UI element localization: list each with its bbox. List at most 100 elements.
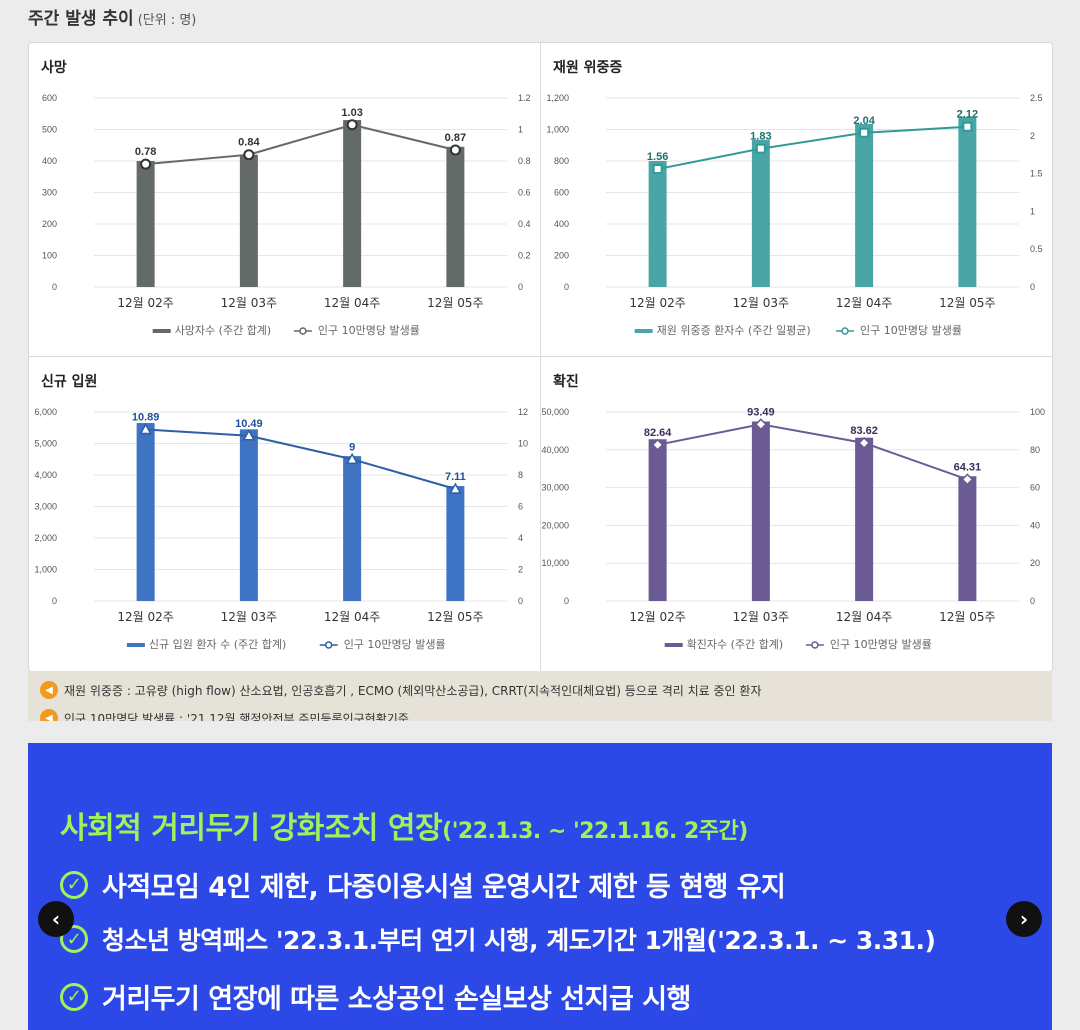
- legend-line-label: 인구 10만명당 발생률: [318, 324, 420, 337]
- data-label: 64.31: [954, 461, 982, 473]
- y-right-tick-label: 60: [1030, 483, 1040, 493]
- x-tick-label: 12월 04주: [324, 296, 380, 310]
- panel-title: 신규 입원: [41, 374, 98, 390]
- check-circle-icon: ✓: [60, 982, 88, 1011]
- bar: [648, 439, 667, 601]
- y-left-tick-label: 500: [42, 125, 57, 135]
- panel-title: 재원 위중증: [553, 60, 623, 76]
- chart-critical: 0 200 400 600 800 1,000 1,200 0 0.5 1 1.5 2 2.5 12월 0…: [546, 93, 1042, 337]
- y-right-tick-label: 4: [518, 533, 523, 543]
- line-point: [140, 158, 152, 170]
- y-right-tick-label: 1: [518, 125, 523, 135]
- bar: [855, 123, 874, 287]
- chart-panel-critical: 재원 위중증 0 200 400 600 800 1,000 1,200 0 0.5 1 1.5 2 2…: [541, 43, 1052, 356]
- chart-confirmed: 0 10,000 20,000 30,000 40,000 50,000 0 20 40 60 80…: [541, 406, 1045, 651]
- line-point: [449, 144, 461, 156]
- bar: [446, 146, 465, 287]
- panel-title: 사망: [41, 60, 67, 76]
- chart-panel-deaths: 사망 0 100 200 300 400 500 600 0 0.2 0.4 0.6 0.8 1 1.2 1…: [29, 43, 540, 356]
- line-point: [859, 127, 870, 138]
- chart-panel-admissions: 신규 입원 0 1,000 2,000 3,000 4,000 5,000 6,000 0 2 4…: [29, 357, 540, 670]
- x-tick-label: 12월 04주: [836, 610, 892, 624]
- x-tick-label: 12월 02주: [117, 610, 173, 624]
- banner-item: ✓ 거리두기 연장에 따른 소상공인 손실보상 선지급 시행: [60, 977, 691, 1016]
- bar: [958, 476, 977, 601]
- line-point: [346, 119, 358, 131]
- data-label: 10.89: [132, 411, 160, 423]
- panel-title: 확진: [553, 374, 579, 390]
- y-right-tick-label: 0.4: [518, 219, 531, 229]
- y-left-tick-label: 5,000: [34, 439, 57, 449]
- y-right-tick-label: 8: [518, 470, 523, 480]
- legend-bar-swatch: [664, 643, 683, 647]
- y-left-tick-label: 400: [42, 156, 57, 166]
- y-left-tick-label: 0: [52, 596, 57, 606]
- y-right-tick-label: 6: [518, 502, 523, 512]
- data-label: 10.49: [235, 418, 263, 430]
- bar: [239, 429, 258, 601]
- section-title-text: 주간 발생 추이: [28, 9, 134, 29]
- y-left-tick-label: 10,000: [541, 558, 569, 568]
- banner-item-text: 거리두기 연장에 따른 소상공인 손실보상 선지급 시행: [102, 984, 691, 1015]
- note-text: 재원 위중증 : 고유량 (high flow) 산소요법, 인공호흡기 , E…: [64, 683, 762, 698]
- legend-line-marker: [811, 641, 819, 649]
- bar: [136, 161, 155, 287]
- y-left-tick-label: 200: [554, 251, 569, 261]
- y-left-tick-label: 30,000: [541, 483, 569, 493]
- y-left-tick-label: 3,000: [34, 502, 57, 512]
- y-left-tick-label: 0: [52, 282, 57, 292]
- y-right-tick-label: 2: [1030, 131, 1035, 141]
- line-point: [652, 164, 663, 175]
- y-right-tick-label: 80: [1030, 445, 1040, 455]
- legend-line-marker: [299, 327, 307, 335]
- y-left-tick-label: 400: [554, 219, 569, 229]
- y-right-tick-label: 0: [1030, 282, 1035, 292]
- x-tick-label: 12월 05주: [939, 296, 995, 310]
- legend-line-marker: [324, 641, 333, 649]
- line-point: [754, 418, 767, 431]
- line-point: [651, 438, 664, 451]
- bar: [446, 486, 465, 601]
- line-point: [449, 482, 462, 494]
- y-right-tick-label: 0.6: [518, 188, 531, 198]
- y-left-tick-label: 50,000: [541, 407, 569, 417]
- y-left-tick-label: 100: [42, 251, 57, 261]
- x-tick-label: 12월 04주: [836, 296, 892, 310]
- y-right-tick-label: 2: [518, 565, 523, 575]
- rate-line: [145, 428, 456, 490]
- data-label: 1.83: [750, 131, 771, 143]
- y-right-tick-label: 1: [1030, 206, 1035, 216]
- x-tick-label: 12월 02주: [629, 296, 685, 310]
- y-left-tick-label: 0: [564, 282, 569, 292]
- line-point: [345, 452, 359, 464]
- banner-title-main: 사회적 거리두기 강화조치 연장: [60, 811, 443, 846]
- y-left-tick-label: 4,000: [34, 470, 57, 480]
- banner-title: 사회적 거리두기 강화조치 연장('22.1.3. ~ '22.1.16. 2주…: [60, 803, 748, 847]
- carousel-next-button[interactable]: ›: [1006, 901, 1042, 937]
- legend-bar-swatch: [126, 643, 145, 647]
- x-tick-label: 12월 03주: [733, 296, 789, 310]
- chart-deaths: 0 100 200 300 400 500 600 0 0.2 0.4 0.6 0.8 1 1.2 12월 …: [42, 93, 531, 337]
- bar: [751, 421, 770, 601]
- bar: [958, 116, 977, 288]
- data-label: 1.03: [341, 107, 362, 119]
- line-point: [243, 149, 255, 161]
- banner-title-period: ('22.1.3. ~ '22.1.16. 2주간): [442, 819, 748, 844]
- y-left-tick-label: 1,000: [34, 565, 57, 575]
- notes-box: ◀ 재원 위중증 : 고유량 (high flow) 산소요법, 인공호흡기 ,…: [28, 671, 1052, 721]
- section-title: 주간 발생 추이 (단위 : 명): [28, 4, 196, 29]
- check-circle-icon: ✓: [60, 925, 88, 953]
- y-left-tick-label: 300: [42, 188, 57, 198]
- policy-banner[interactable]: 사회적 거리두기 강화조치 연장('22.1.3. ~ '22.1.16. 2주…: [28, 743, 1052, 1030]
- x-tick-label: 12월 04주: [324, 610, 380, 624]
- carousel-prev-button[interactable]: ‹: [38, 901, 74, 937]
- grid-divider-horizontal: [29, 356, 1052, 357]
- x-tick-label: 12월 05주: [939, 610, 995, 624]
- data-label: 1.56: [647, 151, 668, 163]
- x-tick-label: 12월 02주: [629, 610, 685, 624]
- bar: [751, 139, 770, 287]
- rate-line: [657, 423, 968, 481]
- legend-bar-label: 확진자수 (주간 합계): [687, 638, 784, 651]
- y-left-tick-label: 600: [42, 93, 57, 103]
- line-point: [962, 121, 973, 132]
